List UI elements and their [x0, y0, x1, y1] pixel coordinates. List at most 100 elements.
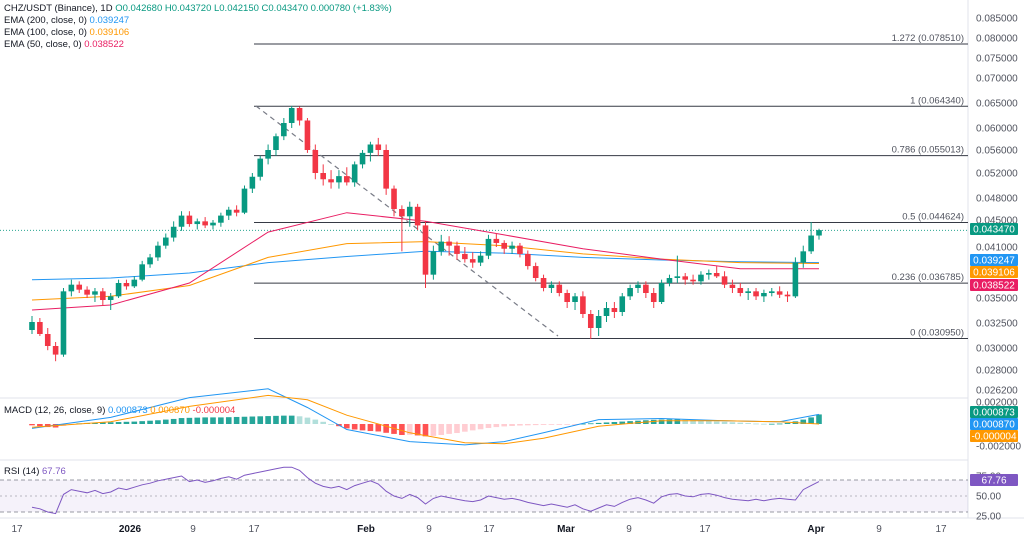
macd-histogram-bar — [469, 424, 476, 431]
rsi-price-tag: 67.76 — [981, 476, 1006, 487]
candle-body — [650, 293, 657, 302]
candle-body — [556, 284, 563, 293]
macd-histogram-bar — [540, 424, 547, 425]
macd-histogram-bar — [312, 419, 319, 424]
fib-level-label: 0.236 (0.036785) — [892, 272, 964, 283]
macd-histogram-bar — [674, 419, 681, 424]
macd-histogram-bar — [328, 424, 334, 425]
ema200-value: 0.039247 — [89, 15, 130, 26]
price-tag: 0.038522 — [973, 281, 1015, 292]
macd-value-2: 0.000870 — [150, 405, 190, 416]
macd-histogram-bar — [587, 423, 594, 425]
candle-body — [517, 245, 523, 254]
candle-body — [753, 291, 759, 297]
macd-y-tick-label: 0.002000 — [976, 398, 1018, 409]
candle-body — [619, 296, 626, 312]
rsi-y-tick-label: 50.00 — [976, 492, 1001, 503]
candle-body — [564, 293, 570, 302]
candle-body — [501, 242, 507, 249]
candle-body — [800, 251, 807, 263]
macd-histogram-bar — [265, 416, 271, 424]
candle-body — [737, 288, 744, 293]
price-tag-bg — [970, 279, 1018, 291]
candle-body — [170, 226, 177, 238]
ema100-label: EMA (100, close, 0) — [4, 27, 87, 38]
y-tick-label: 0.056000 — [976, 146, 1018, 157]
price-tag: 0.039106 — [973, 268, 1015, 279]
candle-body — [399, 209, 405, 217]
legend-ema50: EMA (50, close, 0) 0.038522 — [4, 39, 124, 51]
candle-body — [784, 294, 791, 297]
candle-body — [44, 334, 51, 346]
candle-body — [233, 209, 240, 213]
price-tag: 0.039247 — [973, 256, 1015, 267]
candle-body — [485, 238, 492, 256]
candle-body — [430, 251, 437, 275]
macd-histogram-bar — [611, 422, 618, 424]
candle-body — [351, 164, 358, 183]
y-tick-label: 0.065000 — [976, 99, 1018, 110]
candle-body — [391, 188, 397, 209]
macd-histogram-bar — [658, 419, 665, 424]
candle-body — [713, 273, 720, 277]
candle-body — [29, 322, 35, 330]
macd-histogram-bar — [399, 424, 405, 435]
candle-body — [729, 284, 736, 288]
candle-body — [666, 278, 673, 283]
candle-body — [580, 296, 586, 314]
macd-histogram-bar — [375, 424, 382, 432]
candle-body — [225, 209, 232, 216]
candle-body — [84, 289, 90, 295]
macd-histogram-bar — [139, 421, 145, 424]
candle-body — [595, 316, 602, 328]
macd-histogram-bar — [619, 421, 626, 424]
macd-histogram-bar — [44, 424, 51, 428]
x-tick-label: 17 — [248, 524, 260, 535]
candle-body — [454, 245, 460, 254]
rsi-line — [31, 466, 820, 515]
macd-label: MACD (12, 26, close, 9) — [4, 405, 106, 416]
macd-price-tag-bg — [970, 418, 1018, 430]
macd-histogram-bar — [344, 424, 350, 429]
candle-body — [698, 274, 704, 282]
candle-body — [178, 215, 185, 227]
macd-histogram-bar — [768, 423, 775, 425]
macd-histogram-bar — [241, 416, 248, 424]
candlesticks — [29, 106, 822, 362]
candle-body — [721, 276, 728, 285]
candle-body — [115, 283, 122, 297]
candle-body — [509, 245, 515, 249]
candle-body — [92, 291, 98, 295]
candle-body — [257, 158, 264, 177]
macd-y-tick-label: -0.002000 — [976, 442, 1021, 453]
price-tag-bg — [970, 223, 1018, 235]
y-tick-label: 0.041000 — [976, 243, 1018, 254]
candle-body — [808, 235, 814, 252]
candle-body — [281, 123, 287, 137]
macd-histogram-bar — [406, 424, 413, 435]
candle-body — [241, 188, 248, 213]
macd-histogram-bar — [194, 417, 201, 424]
macd-line — [31, 388, 820, 446]
macd-histogram-bar — [666, 419, 673, 424]
rsi-value: 67.76 — [42, 466, 66, 477]
candle-body — [218, 215, 224, 223]
candle-body — [139, 264, 145, 280]
candle-body — [336, 176, 342, 183]
x-tick-label: 9 — [190, 524, 196, 535]
macd-histogram-bar — [218, 417, 224, 424]
y-tick-label: 0.048000 — [976, 194, 1018, 205]
macd-histogram-bar — [808, 417, 814, 424]
candle-body — [493, 238, 500, 243]
macd-histogram-bar — [438, 424, 445, 435]
macd-price-tag: 0.000873 — [973, 408, 1015, 419]
candle-body — [761, 293, 767, 297]
macd-histogram-bar — [706, 420, 712, 424]
x-tick-label: 17 — [935, 524, 947, 535]
candle-body — [155, 245, 161, 258]
macd-value-1: 0.000873 — [108, 405, 148, 416]
candle-body — [532, 266, 539, 278]
candle-body — [186, 215, 193, 225]
